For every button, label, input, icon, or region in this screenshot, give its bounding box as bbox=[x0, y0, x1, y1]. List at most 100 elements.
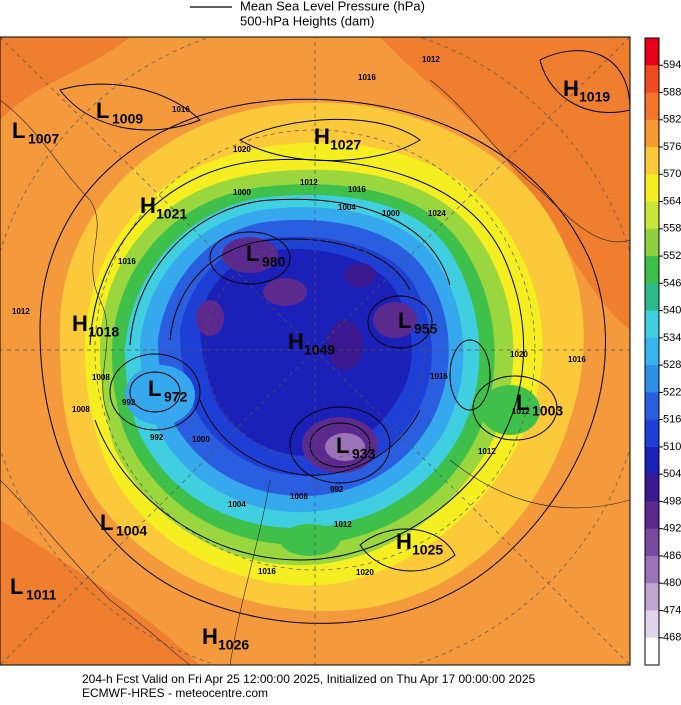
colorbar-tick-label: 468 bbox=[663, 632, 681, 644]
center-value: 1009 bbox=[112, 111, 143, 127]
colorbar-segment bbox=[645, 555, 659, 584]
isobar-label: 1000 bbox=[233, 188, 251, 197]
center-value: 972 bbox=[164, 389, 188, 405]
isobar-label: 1012 bbox=[478, 447, 496, 456]
warm-area bbox=[380, 37, 630, 330]
center-value: 1018 bbox=[88, 324, 119, 340]
colorbar-segment bbox=[645, 583, 659, 611]
isobar-label: 1016 bbox=[568, 355, 586, 364]
colorbar-tick-label: 546 bbox=[663, 277, 681, 289]
center-letter: L bbox=[100, 510, 113, 535]
center-letter: H bbox=[563, 76, 579, 101]
center-value: 1027 bbox=[330, 137, 361, 153]
isobar-label: 1008 bbox=[290, 492, 308, 501]
center-letter: L bbox=[336, 433, 349, 458]
colorbar-segment bbox=[645, 65, 659, 94]
colorbar-tick-label: 528 bbox=[663, 359, 681, 371]
isobar-label: 1016 bbox=[348, 185, 366, 194]
colorbar-segment bbox=[645, 637, 659, 666]
center-letter: L bbox=[96, 98, 109, 123]
colorbar-tick-label: 594 bbox=[663, 59, 681, 71]
isobar-label: 1020 bbox=[510, 350, 528, 359]
colorbar-tick-label: 498 bbox=[663, 495, 681, 507]
low-core bbox=[480, 385, 540, 435]
colorbar-tick-label: 480 bbox=[663, 577, 681, 589]
isobar-label: 1008 bbox=[72, 405, 90, 414]
colorbar-tick-label: 486 bbox=[663, 550, 681, 562]
center-value: 980 bbox=[262, 254, 286, 270]
center-value: 1011 bbox=[26, 587, 57, 603]
colorbar-segment bbox=[645, 365, 659, 393]
isobar-label: 1012 bbox=[512, 407, 530, 416]
colorbar-segment bbox=[645, 528, 659, 557]
colorbar-segment bbox=[645, 283, 659, 312]
colorbar-tick-label: 576 bbox=[663, 141, 681, 153]
colorbar-segment bbox=[645, 310, 659, 339]
center-letter: L bbox=[10, 574, 23, 599]
center-letter: L bbox=[398, 308, 411, 333]
isobar-label: 1024 bbox=[428, 209, 446, 218]
isobar-label: 1012 bbox=[334, 520, 352, 529]
isobar-label: 1020 bbox=[356, 568, 374, 577]
low-core bbox=[344, 263, 376, 287]
colorbar-segment bbox=[645, 228, 659, 257]
colorbar-segment bbox=[645, 446, 659, 475]
center-value: 933 bbox=[352, 446, 376, 462]
center-letter: H bbox=[314, 124, 330, 149]
isobar-label: 1012 bbox=[12, 307, 30, 316]
colorbar-tick-label: 552 bbox=[663, 250, 681, 262]
colorbar-tick-label: 540 bbox=[663, 305, 681, 317]
colorbar-segment bbox=[645, 92, 659, 121]
center-letter: H bbox=[72, 311, 88, 336]
isobar-label: 1016 bbox=[358, 73, 376, 82]
center-value: 1003 bbox=[532, 403, 563, 419]
center-value: 1049 bbox=[304, 342, 335, 358]
isobar-label: 1000 bbox=[192, 435, 210, 444]
center-value: 1021 bbox=[156, 206, 187, 222]
colorbar-segment bbox=[645, 119, 659, 148]
center-letter: H bbox=[140, 193, 156, 218]
colorbar-frame bbox=[644, 37, 660, 666]
colorbar-tick-label: 474 bbox=[663, 604, 681, 616]
low-core bbox=[280, 524, 340, 556]
isobar-label: 992 bbox=[330, 485, 344, 494]
isobar-label: 1008 bbox=[92, 373, 110, 382]
center-letter: L bbox=[246, 241, 259, 266]
center-value: 1026 bbox=[218, 637, 249, 653]
colorbar-tick-label: 570 bbox=[663, 168, 681, 180]
map-frame bbox=[0, 36, 631, 666]
colorbar-segment bbox=[645, 337, 659, 366]
footer-text: ECMWF-HRES - meteocentre.com bbox=[82, 686, 268, 700]
isobar-label: 1004 bbox=[338, 203, 356, 212]
colorbar-segment bbox=[645, 201, 659, 230]
isobar-label: 1004 bbox=[228, 500, 246, 509]
isobar-label: 1020 bbox=[233, 145, 251, 154]
center-value: 1004 bbox=[116, 523, 147, 539]
low-core bbox=[263, 278, 307, 306]
center-value: 955 bbox=[414, 321, 438, 337]
coastlines bbox=[0, 79, 630, 665]
center-letter: L bbox=[148, 376, 161, 401]
isobar-label: 1016 bbox=[430, 372, 448, 381]
colorbar-tick-label: 516 bbox=[663, 414, 681, 426]
colorbar-segment bbox=[645, 147, 659, 175]
colorbar-segment bbox=[645, 392, 659, 421]
isobar-label: 1000 bbox=[382, 209, 400, 218]
legend-label: 500-hPa Heights (dam) bbox=[240, 13, 374, 28]
center-letter: L bbox=[12, 118, 25, 143]
isobar-label: 1012 bbox=[300, 178, 318, 187]
footer-text: 204-h Fcst Valid on Fri Apr 25 12:00:00 … bbox=[82, 672, 536, 686]
colorbar: 594 588 582 576 570 564 558 552 546 540 534 528 522 5… bbox=[644, 37, 681, 666]
colorbar-tick-label: 504 bbox=[663, 468, 681, 480]
colorbar-segment bbox=[645, 474, 659, 502]
colorbar-segment bbox=[645, 419, 659, 448]
isobars bbox=[39, 50, 630, 624]
center-value: 1019 bbox=[579, 89, 610, 105]
center-letter: H bbox=[396, 529, 412, 554]
colorbar-tick-label: 588 bbox=[663, 86, 681, 98]
warm-area bbox=[0, 520, 200, 665]
colorbar-tick-label: 582 bbox=[663, 114, 681, 126]
